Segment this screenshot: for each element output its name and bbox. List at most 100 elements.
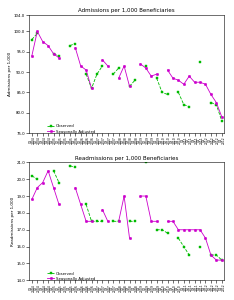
Seasonally Adjusted [155,72,158,76]
Seasonally Adjusted [193,80,196,84]
Observed [144,64,147,68]
Observed [215,103,218,106]
Seasonally Adjusted [150,220,153,223]
Observed [155,76,158,80]
Observed [85,203,88,206]
Observed [74,42,77,45]
Observed [101,64,104,68]
Title: Readmissions per 1,000 Beneficiaries: Readmissions per 1,000 Beneficiaries [75,156,179,161]
Seasonally Adjusted [204,82,207,86]
Seasonally Adjusted [52,52,55,56]
Observed [90,86,93,90]
Observed [161,91,164,94]
Observed [166,93,169,96]
Line: Seasonally Adjusted: Seasonally Adjusted [31,30,223,118]
Seasonally Adjusted [106,64,109,68]
Observed [36,177,39,181]
Seasonally Adjusted [36,30,39,33]
Seasonally Adjusted [47,44,50,47]
Observed [134,78,136,82]
Observed [199,60,201,64]
Observed [101,220,104,223]
Seasonally Adjusted [193,228,196,232]
Seasonally Adjusted [199,228,201,232]
Seasonally Adjusted [220,258,223,262]
Seasonally Adjusted [182,82,185,86]
Title: Admissions per 1,000 Beneficiaries: Admissions per 1,000 Beneficiaries [78,8,175,13]
Seasonally Adjusted [90,86,93,90]
Seasonally Adjusted [144,194,147,198]
Observed [128,220,131,223]
Observed [166,231,169,235]
Observed [188,253,191,257]
Legend: Observed, Seasonally Adjusted: Observed, Seasonally Adjusted [47,124,95,134]
Seasonally Adjusted [52,186,55,189]
Y-axis label: Readmissions per 1,000: Readmissions per 1,000 [11,197,15,246]
Observed [95,220,98,223]
Seasonally Adjusted [172,220,174,223]
Observed [215,253,218,257]
Seasonally Adjusted [177,228,180,232]
Seasonally Adjusted [79,203,82,206]
Seasonally Adjusted [85,68,88,72]
Observed [177,91,180,94]
Observed [30,38,33,41]
Seasonally Adjusted [47,169,50,172]
Seasonally Adjusted [36,186,39,189]
Observed [95,72,98,76]
Seasonally Adjusted [128,85,131,88]
Seasonally Adjusted [74,186,77,189]
Line: Observed: Observed [31,161,223,261]
Seasonally Adjusted [117,76,120,80]
Observed [90,220,93,223]
Seasonally Adjusted [177,78,180,82]
Observed [220,258,223,262]
Seasonally Adjusted [172,76,174,80]
Seasonally Adjusted [166,68,169,72]
Seasonally Adjusted [199,80,201,84]
Seasonally Adjusted [209,253,212,257]
Seasonally Adjusted [90,220,93,223]
Seasonally Adjusted [41,181,44,184]
Seasonally Adjusted [30,54,33,58]
Observed [161,228,164,232]
Observed [188,105,191,109]
Seasonally Adjusted [204,236,207,240]
Observed [112,72,115,76]
Seasonally Adjusted [123,64,125,68]
Observed [199,245,201,248]
Y-axis label: Admissions per 1,000: Admissions per 1,000 [8,52,12,96]
Seasonally Adjusted [74,46,77,50]
Seasonally Adjusted [79,64,82,68]
Observed [134,220,136,223]
Seasonally Adjusted [182,228,185,232]
Seasonally Adjusted [144,66,147,70]
Seasonally Adjusted [30,198,33,201]
Observed [209,253,212,257]
Seasonally Adjusted [215,258,218,262]
Seasonally Adjusted [101,208,104,211]
Observed [209,101,212,104]
Observed [117,220,120,223]
Seasonally Adjusted [188,74,191,78]
Observed [182,245,185,248]
Legend: Observed, Seasonally Adjusted: Observed, Seasonally Adjusted [47,272,95,281]
Seasonally Adjusted [139,194,142,198]
Observed [128,85,131,88]
Seasonally Adjusted [166,220,169,223]
Seasonally Adjusted [188,228,191,232]
Observed [52,169,55,172]
Observed [182,103,185,106]
Line: Seasonally Adjusted: Seasonally Adjusted [31,169,223,261]
Observed [117,66,120,70]
Line: Observed: Observed [31,32,223,122]
Observed [220,119,223,123]
Observed [30,174,33,178]
Seasonally Adjusted [85,220,88,223]
Observed [52,52,55,56]
Seasonally Adjusted [220,115,223,119]
Seasonally Adjusted [209,93,212,96]
Seasonally Adjusted [128,236,131,240]
Observed [68,44,71,47]
Seasonally Adjusted [215,101,218,104]
